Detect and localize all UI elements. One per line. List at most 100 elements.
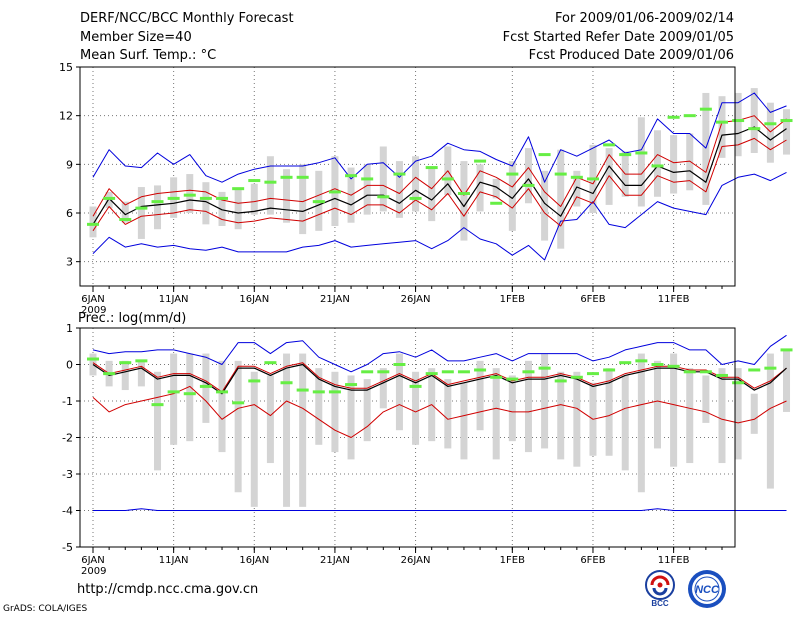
observed-marker	[280, 175, 293, 179]
observed-marker	[167, 390, 180, 394]
observed-marker	[603, 368, 616, 372]
observed-marker	[764, 122, 777, 126]
plot-frame	[79, 66, 736, 287]
ensemble-box	[331, 371, 339, 453]
ensemble-mean-line	[92, 126, 787, 225]
upper-inner-line	[92, 362, 787, 393]
source-url[interactable]: http://cmdp.ncc.cma.gov.cn	[77, 582, 259, 597]
observed-marker	[199, 196, 212, 200]
lower-inner-line	[92, 137, 787, 232]
y-tick-label: 1	[66, 322, 73, 335]
ensemble-box	[605, 368, 613, 456]
ensemble-box	[702, 92, 710, 205]
ensemble-box	[202, 182, 210, 225]
observed-marker	[570, 175, 583, 179]
observed-marker	[570, 375, 583, 379]
observed-marker	[232, 187, 245, 191]
y-tick-label: 3	[66, 256, 73, 269]
ensemble-box	[557, 371, 565, 460]
observed-marker	[683, 370, 696, 374]
observed-marker	[554, 172, 567, 176]
observed-marker	[377, 195, 390, 199]
observed-marker	[619, 153, 632, 157]
observed-marker	[474, 368, 487, 372]
ensemble-box	[428, 167, 436, 222]
ensemble-box	[250, 183, 258, 215]
panel-1: 3 6 9 12 15 6JAN 11JAN 16JAN 21JAN 26JAN 1FEB 6FEB 1…	[59, 61, 793, 316]
upper-inner-line	[92, 115, 787, 217]
ensemble-box	[395, 353, 403, 431]
observed-marker	[167, 196, 180, 200]
observed-marker	[393, 363, 406, 366]
observed-marker	[393, 172, 406, 176]
bcc-logo-text: BCC	[651, 599, 669, 608]
ensemble-box	[524, 148, 532, 204]
observed-marker	[361, 177, 374, 181]
observed-marker	[457, 370, 470, 374]
observed-marker	[586, 372, 599, 376]
observed-marker	[199, 384, 212, 388]
observed-marker	[667, 115, 680, 119]
ensemble-box	[379, 146, 387, 212]
observed-marker	[780, 348, 793, 352]
observed-marker	[538, 366, 551, 370]
observed-marker	[119, 217, 132, 221]
ensemble-box	[137, 360, 145, 387]
x-tick-label: 16JAN	[239, 555, 269, 566]
ensemble-box	[621, 375, 629, 471]
x-tick-label: 26JAN	[401, 294, 431, 305]
grads-credit: GrADS: COLA/IGES	[3, 604, 88, 614]
ensemble-box	[508, 161, 516, 231]
ensemble-box	[670, 353, 678, 467]
ensemble-box	[283, 353, 291, 507]
ensemble-box	[783, 109, 791, 155]
ensemble-box	[766, 102, 774, 163]
observed-marker	[635, 151, 648, 155]
x-tick-label: 16JAN	[239, 294, 269, 305]
observed-marker	[732, 381, 745, 385]
observed-marker	[683, 114, 696, 118]
ensemble-box	[412, 371, 420, 445]
observed-marker	[522, 183, 535, 187]
observed-marker	[312, 390, 325, 394]
observed-marker	[151, 403, 164, 407]
observed-marker	[312, 200, 325, 204]
observed-marker	[87, 357, 99, 361]
observed-marker	[232, 401, 245, 405]
ensemble-box	[154, 185, 162, 230]
x-tick-label: 11JAN	[159, 555, 189, 566]
ensemble-box	[783, 349, 791, 412]
x-tick-label: 11FEB	[658, 555, 690, 566]
observed-marker	[328, 190, 341, 194]
ensemble-box	[218, 360, 226, 453]
ensemble-box	[186, 353, 194, 442]
observed-marker	[103, 196, 116, 200]
observed-marker	[716, 120, 728, 124]
observed-marker	[345, 383, 358, 387]
ensemble-box	[686, 133, 694, 191]
ensemble-box	[766, 353, 774, 489]
year-label: 2009	[81, 305, 106, 316]
variable-label: Mean Surf. Temp.: °C	[80, 48, 217, 63]
ensemble-box	[734, 92, 742, 157]
observed-marker	[603, 143, 616, 147]
ensemble-box	[653, 130, 661, 197]
observed-marker	[216, 196, 229, 200]
observed-marker	[183, 392, 196, 396]
lower-outer-line	[92, 171, 787, 261]
observed-marker	[651, 363, 664, 366]
observed-marker	[764, 366, 777, 370]
observed-marker	[699, 107, 712, 111]
ensemble-box	[186, 174, 194, 213]
observed-marker	[280, 381, 293, 385]
y-tick-label: -1	[62, 395, 73, 408]
x-tick-label: 1FEB	[500, 555, 525, 566]
ensemble-box	[154, 371, 162, 471]
ensemble-box	[670, 135, 678, 194]
started-date: Fcst Started Refer Date 2009/01/05	[502, 30, 734, 45]
ensemble-box	[573, 371, 581, 467]
observed-marker	[248, 379, 261, 383]
observed-marker	[296, 175, 309, 179]
observed-marker	[103, 372, 116, 376]
